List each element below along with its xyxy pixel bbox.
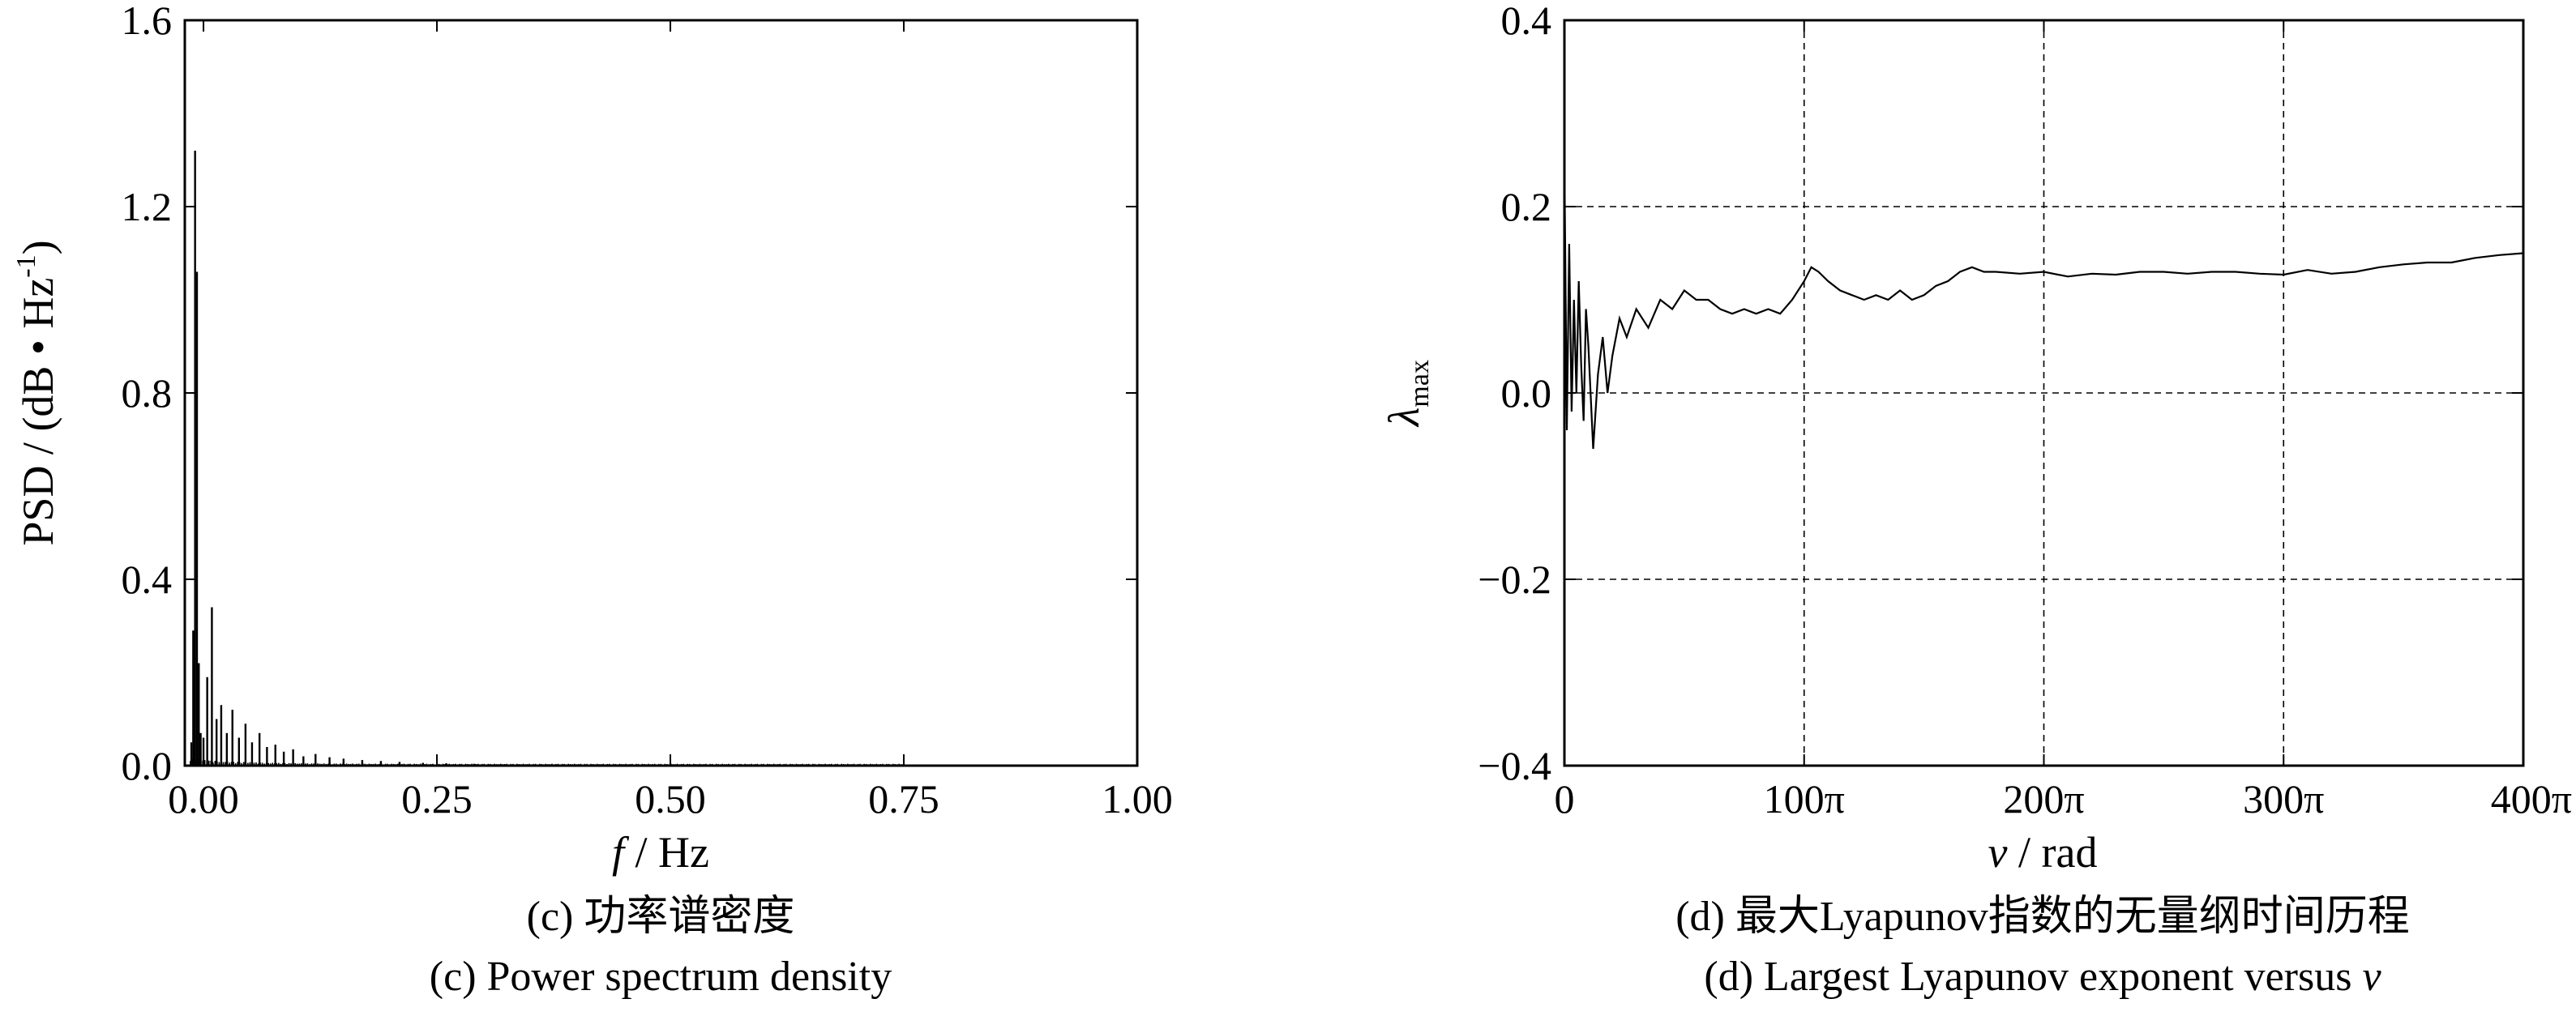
y-tick-label-d: 0.0 [1501,370,1552,416]
lyapunov-series-line [1563,160,2524,450]
caption-en-d: (d) Largest Lyapunov exponent versus v [1704,954,2381,1000]
x-axis-var-d: v [1988,828,2008,877]
y-tick-label-d: 0.4 [1501,0,1552,43]
plot-frame-c [183,19,1139,767]
x-tick-label-c: 1.00 [1102,776,1173,822]
panel-c-power-spectrum: 0.00 0.25 0.50 0.75 1.00 0.0 0.4 0.8 1.2 1.6 f /… [11,0,1173,1000]
x-ticks-c: 0.00 0.25 0.50 0.75 1.00 [168,20,1173,822]
y-tick-label-c: 1.2 [122,184,173,229]
y-tick-label-d: 0.2 [1501,184,1552,229]
panel-d-lyapunov: 0 100π 200π 300π 400π −0.4 −0.2 0.0 0.2 0.4 v / … [1380,0,2572,1000]
x-tick-label-c: 0.00 [168,776,239,822]
x-tick-label-d: 200π [2003,776,2084,822]
x-tick-label-d: 300π [2243,776,2324,822]
psd-spectrum-lines [190,151,905,766]
y-tick-label-c: 0.4 [122,557,173,602]
y-tick-label-d: −0.4 [1478,743,1551,788]
caption-en-c: (c) Power spectrum density [430,954,892,1000]
y-axis-sub-d: max [1405,360,1435,408]
x-ticks-d: 0 100π 200π 300π 400π [1555,20,2572,822]
x-tick-label-c: 0.50 [635,776,706,822]
caption-cn-d: (d) 最大Lyapunov指数的无量纲时间历程 [1675,894,2410,940]
x-tick-label-d: 0 [1555,776,1575,822]
caption-en-d-var: v [2362,954,2381,1000]
grid-d [1564,20,2523,766]
y-axis-main-c: PSD / (dB • Hz [14,278,62,546]
x-tick-label-c: 0.75 [868,776,939,822]
x-axis-label-c: f / Hz [612,828,709,877]
x-axis-label-d: v / rad [1988,828,2098,877]
x-tick-label-c: 0.25 [401,776,473,822]
y-axis-sym-d: λ [1380,408,1428,428]
x-tick-label-d: 400π [2491,776,2572,822]
y-tick-label-c: 1.6 [122,0,173,43]
y-axis-sup-c: -1 [11,254,41,277]
y-tick-label-c: 0.8 [122,370,173,416]
x-axis-unit-d: / rad [2008,828,2098,877]
y-axis-label-c: PSD / (dB • Hz-1) [11,240,62,545]
y-axis-label-d: λmax [1380,360,1435,428]
y-ticks-c: 0.0 0.4 0.8 1.2 1.6 [122,0,1137,788]
x-tick-label-d: 100π [1764,776,1845,822]
y-tick-label-c: 0.0 [122,743,173,788]
caption-en-d-prefix: (d) Largest Lyapunov exponent versus [1704,954,2362,1000]
x-axis-unit-c: / Hz [624,828,709,877]
y-axis-close-c: ) [14,240,62,254]
y-tick-label-d: −0.2 [1478,557,1551,602]
y-ticks-d: −0.4 −0.2 0.0 0.2 0.4 [1478,0,2523,788]
caption-cn-c: (c) 功率谱密度 [527,894,795,940]
